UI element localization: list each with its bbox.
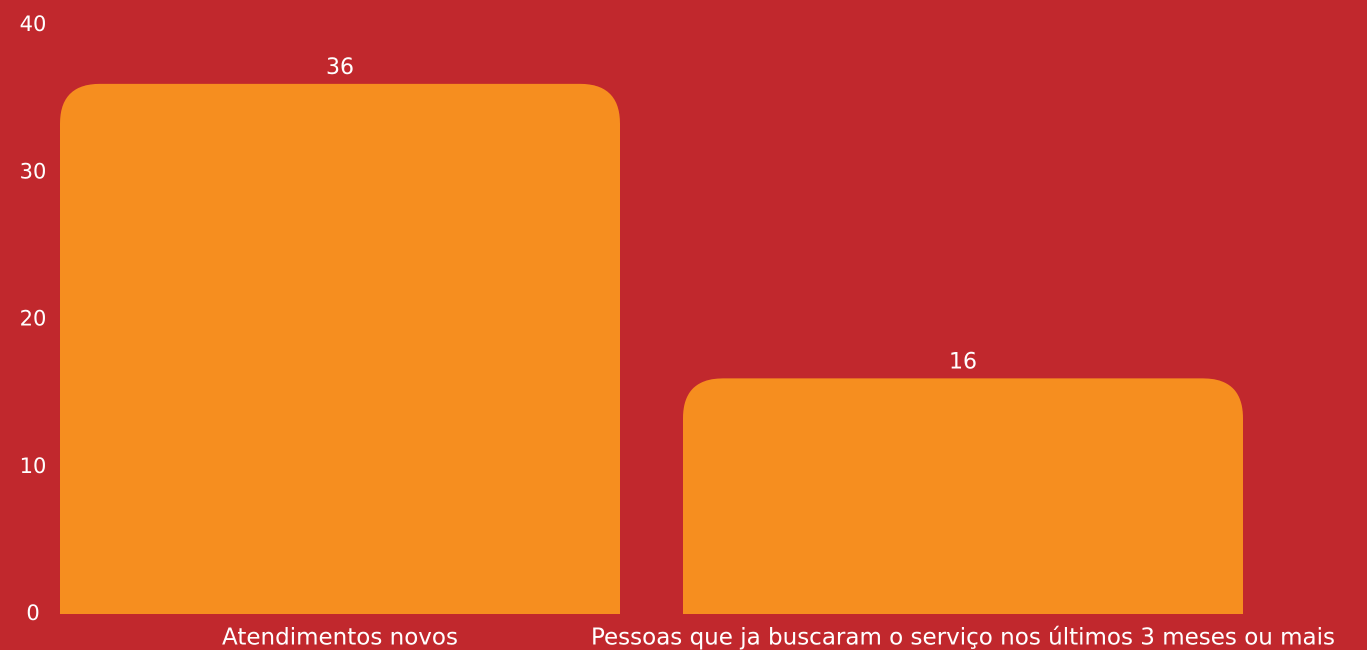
value-label: 16: [949, 349, 977, 374]
x-tick-label: Pessoas que ja buscaram o serviço nos úl…: [591, 625, 1335, 650]
y-tick-label: 0: [26, 601, 39, 625]
y-tick-label: 30: [20, 159, 47, 183]
x-tick-label: Atendimentos novos: [222, 625, 458, 650]
value-label: 36: [326, 55, 354, 80]
bar: [683, 378, 1243, 614]
y-tick-label: 20: [20, 307, 47, 331]
y-tick-label: 10: [20, 454, 47, 478]
y-tick-label: 40: [20, 12, 47, 36]
bar: [60, 83, 620, 614]
